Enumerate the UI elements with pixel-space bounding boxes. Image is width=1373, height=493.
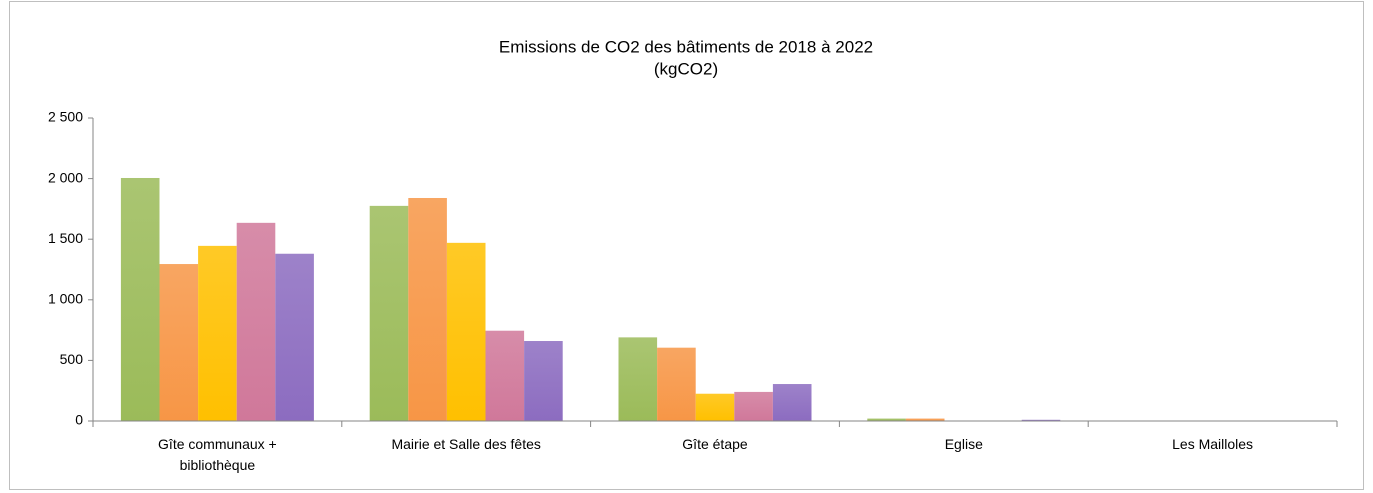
- bar: [236, 222, 276, 421]
- x-tick-label-box: Mairie et Salle des fêtes: [391, 436, 541, 452]
- bar: [524, 341, 563, 421]
- x-tick-label: Mairie et Salle des fêtes: [391, 436, 541, 452]
- y-tick-label: 1 500: [48, 230, 83, 246]
- bar: [369, 205, 409, 421]
- bar: [275, 253, 314, 421]
- bar: [772, 384, 812, 421]
- chart-title: Emissions de CO2 des bâtiments de 2018 à…: [499, 37, 873, 56]
- x-tick-label-box: Les Mailloles: [1172, 436, 1254, 452]
- bar: [120, 177, 160, 421]
- bar: [198, 245, 237, 421]
- y-tick-label: 0: [75, 412, 83, 428]
- bar: [695, 393, 735, 421]
- bar: [1021, 419, 1061, 421]
- bar: [905, 418, 945, 421]
- y-tick-label: 2 500: [48, 109, 83, 125]
- x-tick-label-box: Gîte communaux + bibliothèque: [158, 436, 277, 473]
- bar: [867, 418, 906, 421]
- chart-subtitle: (kgCO2): [654, 59, 718, 78]
- y-tick-label: 2 000: [48, 169, 83, 185]
- bar: [485, 330, 525, 421]
- bar: [408, 197, 447, 421]
- bar: [618, 337, 658, 421]
- y-tick-label: 500: [60, 351, 84, 367]
- x-tick-label-box: Gîte étape: [682, 436, 748, 452]
- x-tick-label: Gîte communaux + bibliothèque: [158, 436, 277, 473]
- x-tick-label-box: Eglise: [944, 436, 983, 452]
- y-tick-label: 1 000: [48, 291, 83, 307]
- x-tick-label: Eglise: [944, 436, 983, 452]
- bar: [734, 391, 773, 421]
- bar: [446, 242, 486, 421]
- bar: [657, 347, 696, 421]
- x-tick-label: Les Mailloles: [1172, 436, 1254, 452]
- x-tick-label: Gîte étape: [682, 436, 748, 452]
- bar: [159, 264, 199, 421]
